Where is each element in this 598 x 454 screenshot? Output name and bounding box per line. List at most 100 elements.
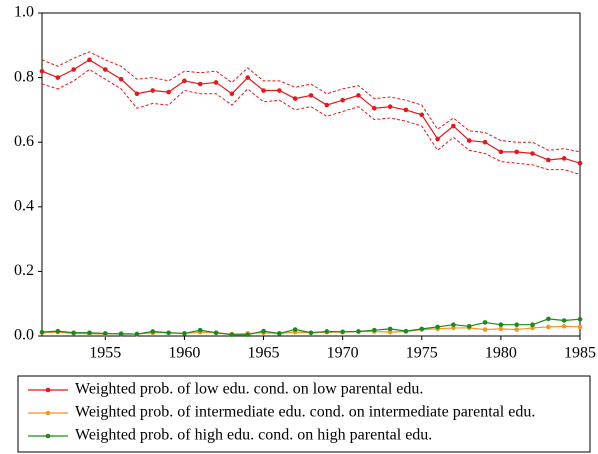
point (39, 68, 45, 74)
point (245, 75, 251, 80)
point (292, 96, 298, 101)
point (403, 107, 409, 113)
legend-marker (45, 387, 51, 393)
point (166, 89, 171, 95)
plot-frame (41, 12, 581, 337)
point (498, 326, 504, 332)
point (561, 324, 567, 329)
point (419, 326, 425, 332)
y-tick-label: 0.2 (14, 262, 34, 279)
legend-label: Weighted prob. of intermediate edu. cond… (75, 404, 535, 421)
x-tick-label: 1985 (564, 345, 596, 362)
legend-marker (45, 410, 51, 416)
point (39, 329, 45, 335)
point (466, 138, 472, 143)
point (356, 329, 361, 334)
point (134, 331, 140, 337)
point (451, 325, 456, 331)
point (435, 324, 440, 330)
point (71, 67, 76, 72)
point (451, 322, 456, 327)
y-tick-label: 0.8 (14, 68, 34, 85)
point (387, 329, 393, 335)
point (182, 331, 187, 336)
point (340, 97, 345, 103)
point (55, 75, 61, 80)
confidence-band (41, 68, 581, 175)
point (498, 149, 504, 155)
y-tick-label: 0.4 (14, 197, 34, 214)
point (182, 78, 187, 84)
point (87, 57, 92, 63)
point (387, 104, 393, 109)
point (577, 160, 583, 166)
point (482, 327, 488, 332)
x-tick-label: 1980 (485, 345, 517, 362)
point (356, 93, 361, 98)
point (340, 329, 345, 335)
point (229, 332, 235, 338)
legend-label: Weighted prob. of low edu. cond. on low … (75, 381, 423, 398)
point (435, 136, 440, 142)
point (324, 102, 330, 108)
point (403, 328, 409, 334)
point (514, 322, 520, 327)
point (277, 331, 282, 336)
point (71, 330, 76, 336)
point (482, 320, 488, 325)
series-line (41, 59, 581, 164)
point (277, 88, 282, 93)
x-tick-label: 1955 (89, 345, 121, 362)
legend-box (17, 375, 591, 453)
y-tick-label: 1.0 (14, 4, 34, 21)
point (546, 157, 551, 163)
point (166, 330, 171, 336)
legend-label: Weighted prob. of high edu. cond. on hig… (75, 427, 432, 444)
y-tick-label: 0.0 (14, 327, 34, 344)
point (466, 324, 472, 329)
point (451, 123, 456, 129)
point (55, 328, 61, 334)
point (514, 149, 520, 155)
point (197, 81, 203, 87)
x-tick-label: 1970 (327, 345, 359, 362)
legend-marker (45, 433, 51, 439)
point (150, 88, 156, 93)
confidence-band (41, 51, 581, 153)
x-tick-label: 1965 (248, 345, 280, 362)
point (371, 327, 377, 333)
point (118, 331, 124, 337)
point (213, 80, 219, 85)
point (308, 93, 314, 98)
point (197, 327, 203, 333)
point (561, 156, 567, 161)
point (261, 88, 266, 93)
point (229, 91, 235, 97)
y-tick-label: 0.6 (14, 133, 34, 150)
x-tick-label: 1975 (406, 345, 438, 362)
point (530, 322, 535, 327)
point (150, 329, 156, 334)
point (261, 328, 266, 334)
point (546, 316, 551, 322)
point (324, 329, 330, 334)
point (577, 324, 583, 330)
point (498, 322, 504, 327)
point (118, 76, 124, 82)
point (419, 112, 425, 118)
x-tick-label: 1960 (168, 345, 200, 362)
point (134, 91, 140, 97)
point (87, 330, 92, 336)
point (292, 327, 298, 332)
point (102, 67, 108, 72)
point (482, 139, 488, 145)
point (546, 324, 551, 330)
point (308, 330, 314, 336)
point (530, 151, 535, 156)
point (245, 332, 251, 338)
point (514, 327, 520, 332)
point (213, 330, 219, 336)
point (371, 105, 377, 111)
